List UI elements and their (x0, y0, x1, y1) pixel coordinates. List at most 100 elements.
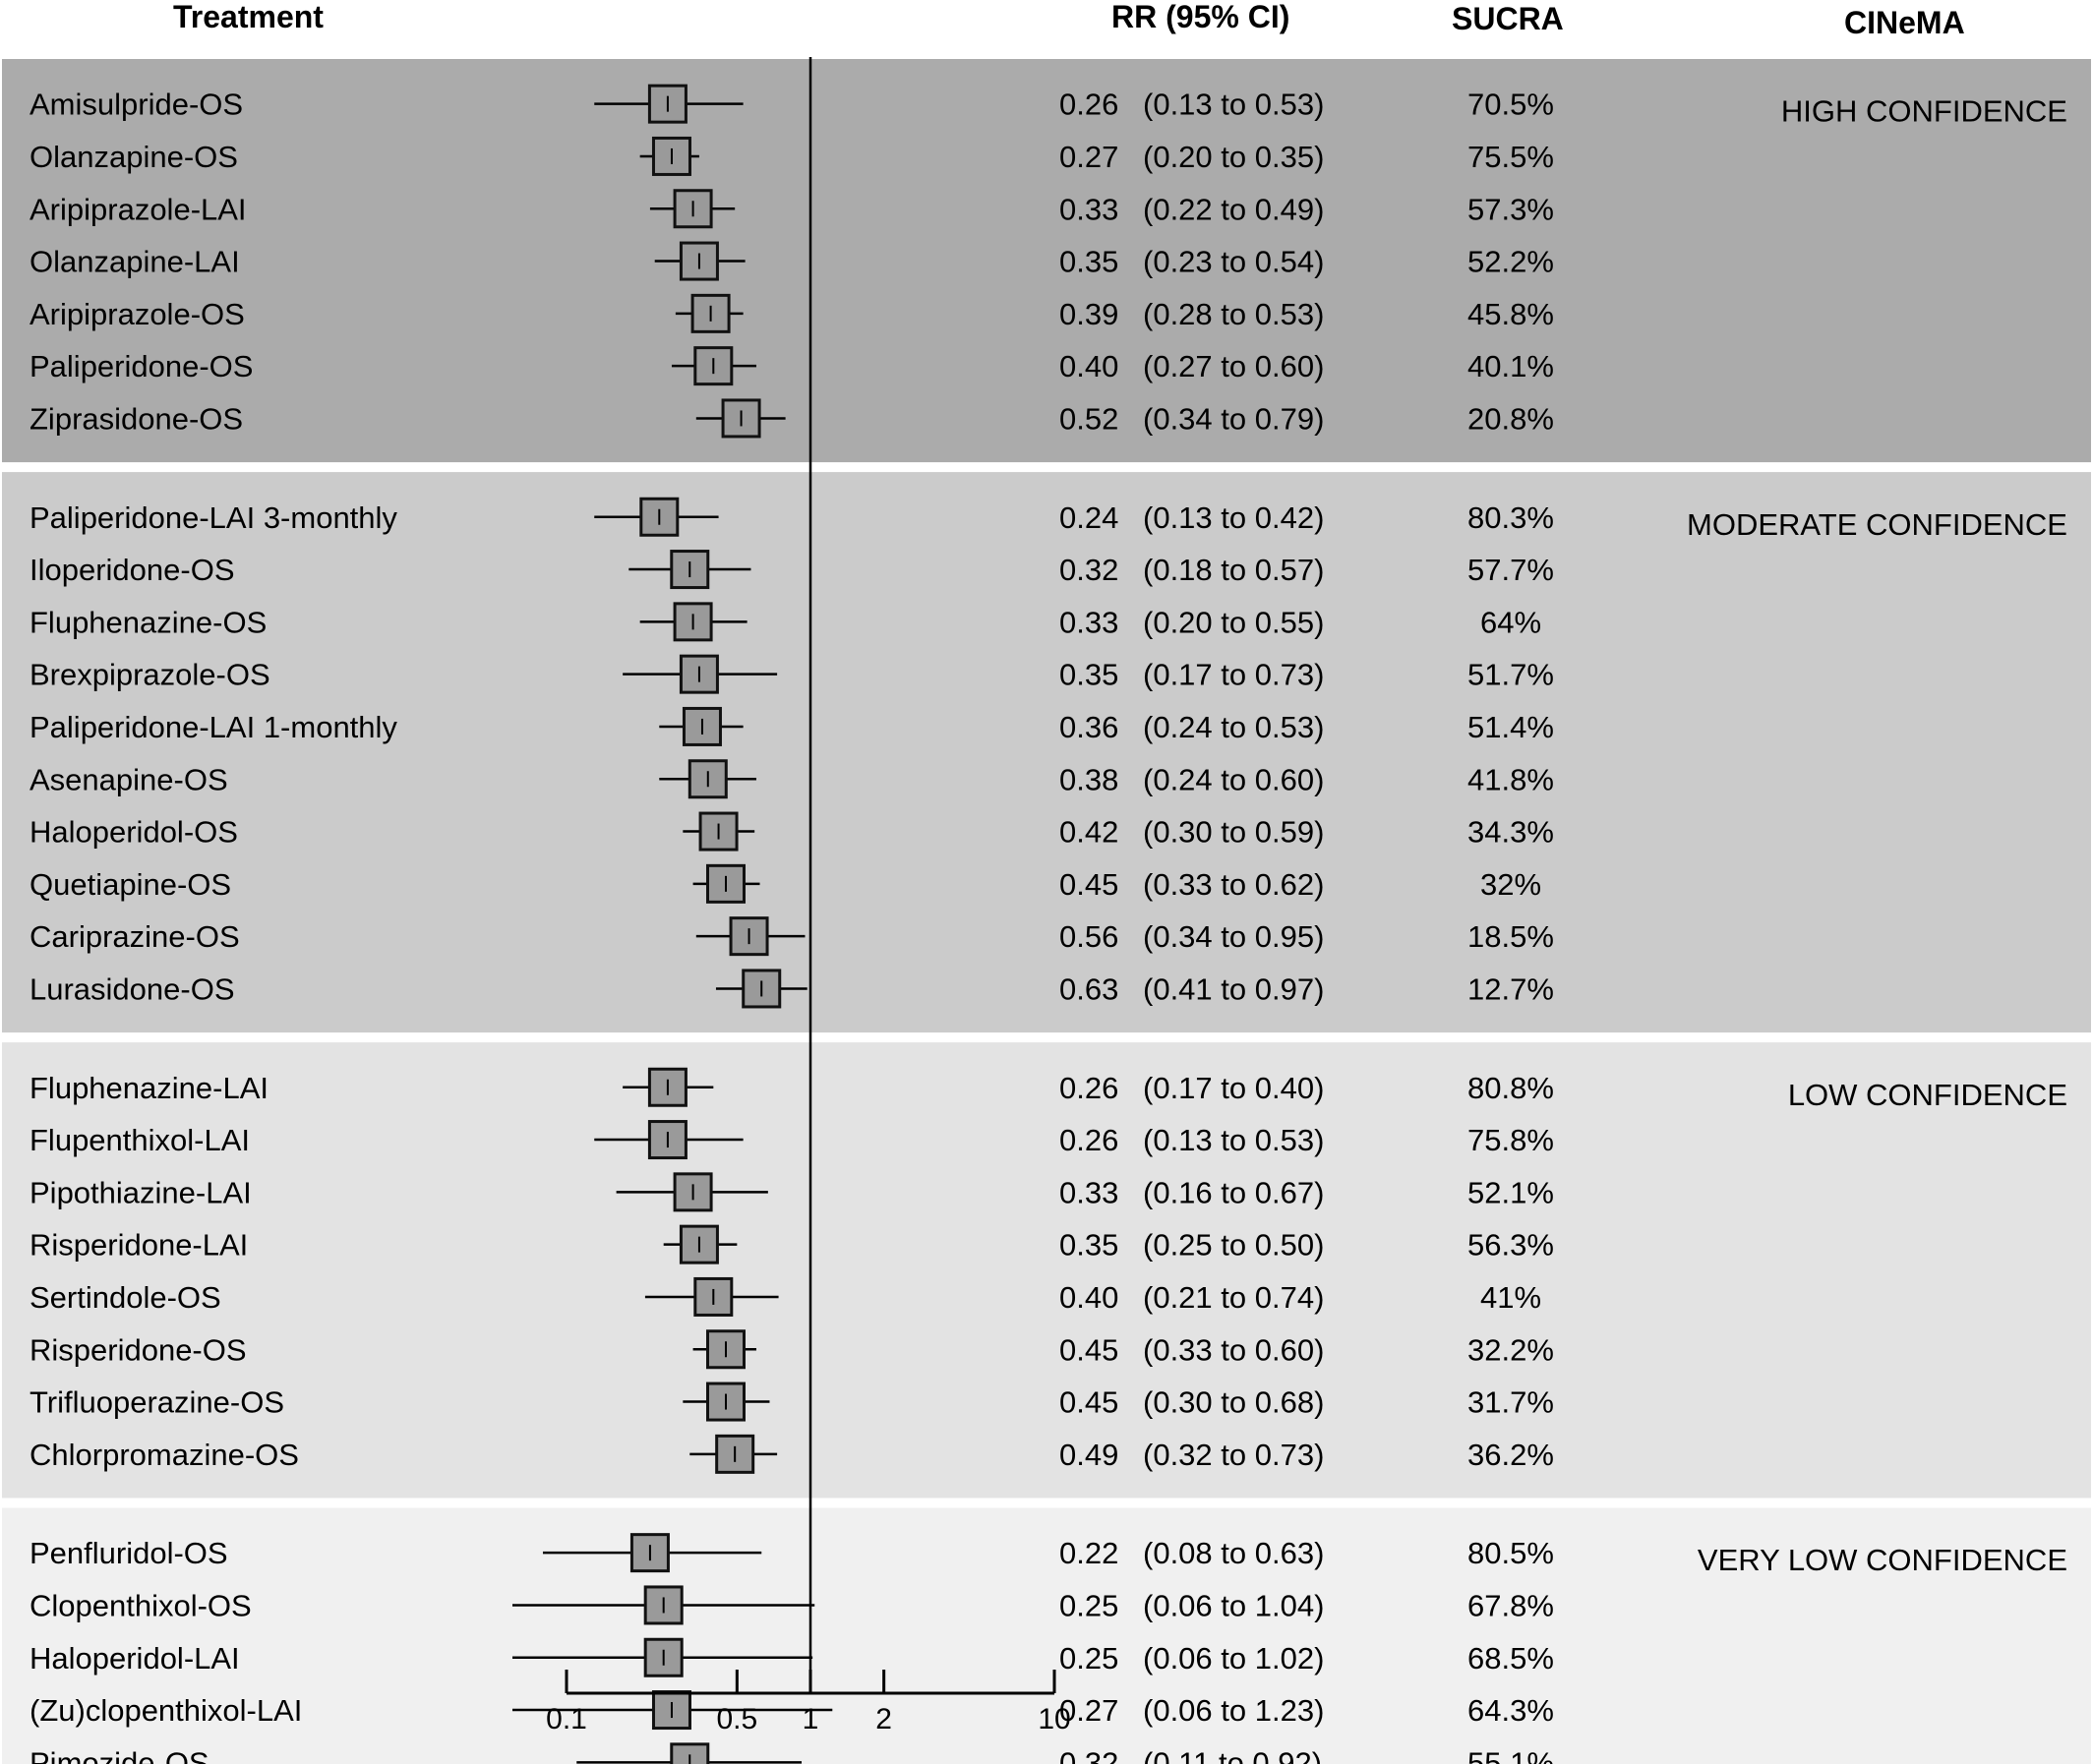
forest-row: Aripiprazole-OS 0.39 (0.28 to 0.53) 45.8% (30, 293, 1554, 333)
sucra-value: 75.5% (1467, 140, 1554, 174)
forest-row: (Zu)clopenthixol-LAI 0.27 (0.06 to 1.23) 64… (30, 1690, 1554, 1731)
rr-value: 0.32 (1059, 1745, 1118, 1764)
forest-row: Ziprasidone-OS 0.52 (0.34 to 0.79) 20.8% (30, 398, 1554, 439)
forest-row: Risperidone-LAI 0.35 (0.25 to 0.50) 56.3% (30, 1224, 1554, 1264)
rr-value: 0.49 (1059, 1438, 1118, 1472)
treatment-label: Clopenthixol-OS (30, 1588, 252, 1622)
sucra-value: 18.5% (1467, 919, 1554, 954)
rr-value: 0.33 (1059, 605, 1118, 639)
treatment-label: Penfluridol-OS (30, 1536, 228, 1570)
ci-value: (0.41 to 0.97) (1143, 971, 1324, 1006)
sucra-value: 75.8% (1467, 1123, 1554, 1157)
forest-row: Haloperidol-OS 0.42 (0.30 to 0.59) 34.3% (30, 811, 1554, 852)
sucra-value: 57.7% (1467, 553, 1554, 587)
forest-row: Fluphenazine-LAI 0.26 (0.17 to 0.40) 80.8% (30, 1067, 1554, 1107)
sucra-value: 80.5% (1467, 1536, 1554, 1570)
rr-value: 0.26 (1059, 1071, 1118, 1105)
ci-value: (0.24 to 0.60) (1143, 762, 1324, 796)
forest-row: Sertindole-OS 0.40 (0.21 to 0.74) 41% (30, 1276, 1541, 1317)
sucra-value: 31.7% (1467, 1385, 1554, 1420)
sucra-value: 51.7% (1467, 658, 1554, 692)
rr-value: 0.40 (1059, 1280, 1118, 1315)
forest-rows: HIGH CONFIDENCE Amisulpride-OS 0.26 (0.13 t… (30, 84, 2067, 1764)
treatment-label: Paliperidone-LAI 3-monthly (30, 500, 397, 535)
rr-value: 0.27 (1059, 140, 1118, 174)
point-estimate-box (693, 1276, 734, 1317)
treatment-label: Haloperidol-LAI (30, 1641, 240, 1676)
sucra-value: 34.3% (1467, 815, 1554, 850)
rr-value: 0.63 (1059, 971, 1118, 1006)
point-estimate-box (690, 293, 731, 333)
sucra-value: 80.8% (1467, 1071, 1554, 1105)
ci-value: (0.22 to 0.49) (1143, 192, 1324, 226)
treatment-label: Quetiapine-OS (30, 867, 231, 902)
x-tick-label: 0.5 (716, 1703, 757, 1735)
forest-row: Quetiapine-OS 0.45 (0.33 to 0.62) 32% (30, 863, 1541, 904)
treatment-label: Trifluoperazine-OS (30, 1385, 284, 1420)
forest-row: Fluphenazine-OS 0.33 (0.20 to 0.55) 64% (30, 602, 1541, 642)
treatment-label: Sertindole-OS (30, 1280, 221, 1315)
ci-value: (0.06 to 1.23) (1143, 1693, 1324, 1728)
confidence-label: HIGH CONFIDENCE (1781, 94, 2067, 129)
sucra-value: 12.7% (1467, 971, 1554, 1006)
ci-value: (0.13 to 0.53) (1143, 88, 1324, 122)
ci-value: (0.34 to 0.95) (1143, 919, 1324, 954)
treatment-label: Pimozide-OS (30, 1745, 209, 1764)
rr-value: 0.39 (1059, 297, 1118, 331)
sucra-value: 67.8% (1467, 1588, 1554, 1622)
rr-value: 0.25 (1059, 1641, 1118, 1676)
confidence-bands (2, 59, 2091, 1764)
ci-value: (0.11 to 0.92) (1143, 1745, 1322, 1764)
ci-value: (0.23 to 0.54) (1143, 245, 1324, 279)
confidence-band (2, 1507, 2091, 1764)
confidence-band (2, 472, 2091, 1033)
ci-value: (0.18 to 0.57) (1143, 553, 1324, 587)
forest-row: Haloperidol-LAI 0.25 (0.06 to 1.02) 68.5% (30, 1637, 1554, 1677)
treatment-label: Aripiprazole-OS (30, 297, 245, 331)
rr-value: 0.56 (1059, 919, 1118, 954)
forest-row: Brexpiprazole-OS 0.35 (0.17 to 0.73) 51.7% (30, 654, 1554, 694)
sucra-value: 41% (1480, 1280, 1541, 1315)
ci-value: (0.06 to 1.04) (1143, 1588, 1324, 1622)
treatment-label: Lurasidone-OS (30, 971, 235, 1006)
treatment-label: Olanzapine-OS (30, 140, 238, 174)
rr-value: 0.35 (1059, 245, 1118, 279)
sucra-value: 45.8% (1467, 297, 1554, 331)
confidence-label: VERY LOW CONFIDENCE (1698, 1543, 2067, 1577)
forest-row: Risperidone-OS 0.45 (0.33 to 0.60) 32.2% (30, 1329, 1554, 1370)
treatment-label: Paliperidone-LAI 1-monthly (30, 710, 397, 744)
ci-value: (0.30 to 0.59) (1143, 815, 1324, 850)
treatment-label: Risperidone-OS (30, 1332, 247, 1367)
rr-value: 0.32 (1059, 553, 1118, 587)
forest-row: Chlorpromazine-OS 0.49 (0.32 to 0.73) 36.2% (30, 1434, 1554, 1474)
ci-value: (0.24 to 0.53) (1143, 710, 1324, 744)
sucra-value: 64.3% (1467, 1693, 1554, 1728)
ci-value: (0.17 to 0.73) (1143, 658, 1324, 692)
rr-value: 0.25 (1059, 1588, 1118, 1622)
forest-row: Iloperidone-OS 0.32 (0.18 to 0.57) 57.7% (30, 550, 1554, 590)
ci-value: (0.32 to 0.73) (1143, 1438, 1324, 1472)
sucra-value: 57.3% (1467, 192, 1554, 226)
treatment-label: Asenapine-OS (30, 762, 228, 796)
ci-value: (0.08 to 0.63) (1143, 1536, 1324, 1570)
sucra-value: 40.1% (1467, 349, 1554, 383)
treatment-label: Olanzapine-LAI (30, 245, 240, 279)
rr-value: 0.33 (1059, 1175, 1118, 1209)
sucra-value: 56.3% (1467, 1228, 1554, 1263)
point-estimate-box (705, 1329, 746, 1370)
ci-value: (0.20 to 0.55) (1143, 605, 1324, 639)
sucra-value: 55.1% (1467, 1745, 1554, 1764)
forest-row: Cariprazine-OS 0.56 (0.34 to 0.95) 18.5% (30, 916, 1554, 957)
forest-row: Pimozide-OS 0.32 (0.11 to 0.92) 55.1% (30, 1742, 1554, 1764)
treatment-label: (Zu)clopenthixol-LAI (30, 1693, 302, 1728)
rr-value: 0.42 (1059, 815, 1118, 850)
treatment-label: Fluphenazine-OS (30, 605, 267, 639)
rr-value: 0.26 (1059, 88, 1118, 122)
sucra-value: 41.8% (1467, 762, 1554, 796)
treatment-label: Iloperidone-OS (30, 553, 235, 587)
treatment-label: Risperidone-LAI (30, 1228, 248, 1263)
ci-value: (0.17 to 0.40) (1143, 1071, 1324, 1105)
rr-value: 0.45 (1059, 867, 1118, 902)
sucra-value: 20.8% (1467, 401, 1554, 436)
